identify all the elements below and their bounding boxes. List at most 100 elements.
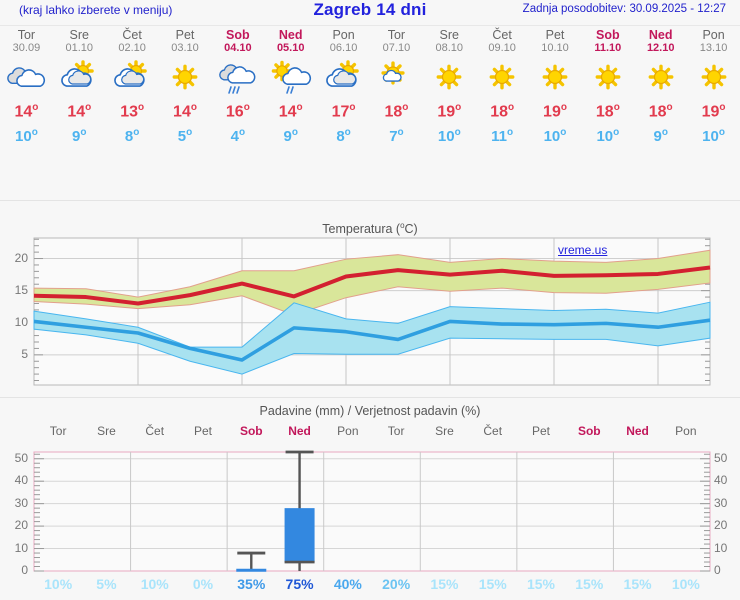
day-name: Pet	[545, 28, 565, 42]
precip-day-label: Pet	[531, 424, 550, 438]
watermark: vreme.us	[558, 243, 608, 257]
day-date: 02.10	[118, 42, 146, 54]
precip-probability: 15%	[430, 576, 459, 592]
sunny-icon	[423, 57, 475, 97]
forecast-day-column[interactable]: Pon 13.10 19o 10o	[688, 28, 740, 147]
forecast-day-column[interactable]: Pet 03.10 14o 5o	[159, 28, 211, 147]
temperature-chart-title: Temperatura (oC)	[0, 221, 740, 236]
precip-axis-tick-right: 0	[714, 563, 721, 577]
forecast-day-column[interactable]: Pet 10.10 19o 10o	[529, 28, 581, 147]
precip-probability: 10%	[671, 576, 700, 592]
temp-min: 10o	[702, 127, 725, 146]
sunny-icon	[688, 57, 740, 97]
day-name: Sre	[69, 28, 89, 42]
day-date: 30.09	[12, 42, 41, 54]
forecast-day-column[interactable]: Čet 09.10 18o 11o	[476, 28, 528, 147]
temp-max: 19o	[543, 102, 567, 121]
temp-min: 11o	[491, 127, 514, 146]
temp-max: 14o	[14, 102, 39, 121]
forecast-day-column[interactable]: Sre 08.10 19o 10o	[423, 28, 475, 147]
precip-probability: 75%	[285, 576, 314, 592]
forecast-day-column[interactable]: Sre 01.10 14o 9o	[53, 28, 105, 147]
temp-max: 18o	[490, 102, 515, 121]
precip-axis-tick-right: 50	[714, 450, 728, 465]
precip-probability: 20%	[382, 576, 411, 592]
temp-min: 7o	[389, 127, 404, 146]
section-divider-1	[0, 200, 740, 201]
forecast-day-column[interactable]: Sob 11.10 18o 10o	[582, 28, 634, 147]
precipitation-chart-title: Padavine (mm) / Verjetnost padavin (%)	[259, 404, 481, 418]
day-date: 12.10	[646, 42, 675, 54]
temp-max: 17o	[331, 102, 356, 121]
temp-min: 8o	[336, 127, 351, 146]
temp-max: 18o	[648, 102, 673, 121]
day-name: Sre	[439, 28, 459, 42]
precip-day-label: Ned	[288, 424, 311, 438]
day-date: 08.10	[435, 42, 464, 54]
temperature-chart-title-text: Temperatura (oC)	[322, 221, 418, 237]
temp-axis-tick: 5	[21, 346, 28, 361]
forecast-day-column[interactable]: Tor 30.09 14o 10o	[0, 28, 52, 147]
sunny-icon	[529, 57, 581, 97]
forecast-day-column[interactable]: Sob 04.10 16o 4o	[212, 28, 264, 147]
precip-day-label: Sre	[97, 424, 116, 438]
precipitation-chart: Padavine (mm) / Verjetnost padavin (%) T…	[0, 400, 740, 600]
precip-axis-tick-left: 20	[14, 518, 28, 533]
precip-axis-tick-left: 0	[21, 563, 28, 577]
section-divider-2	[0, 397, 740, 398]
precip-day-label: Tor	[387, 424, 405, 438]
precip-axis-tick-right: 40	[714, 473, 728, 488]
precip-probability: 0%	[192, 576, 214, 592]
day-date: 03.10	[171, 42, 199, 54]
day-date: 13.10	[699, 42, 728, 54]
forecast-day-column[interactable]: Pon 06.10 17o 8o	[318, 28, 370, 147]
partly-sunny-icon	[106, 57, 158, 97]
cloudy-icon	[0, 57, 52, 97]
header-divider	[0, 25, 740, 26]
temp-max: 13o	[120, 102, 145, 121]
sunny-icon	[582, 57, 634, 97]
precip-axis-tick-left: 50	[14, 450, 28, 465]
day-name: Tor	[387, 28, 406, 42]
temp-min: 5o	[177, 127, 193, 146]
day-name: Sob	[226, 28, 250, 42]
sun-small-cloud-icon	[370, 57, 422, 97]
temp-min: 10o	[596, 127, 620, 146]
precip-probability: 5%	[96, 576, 117, 592]
precip-axis-tick-left: 10	[14, 540, 28, 555]
day-date: 06.10	[329, 42, 358, 54]
day-name: Tor	[17, 28, 36, 42]
temp-min: 8o	[124, 127, 140, 146]
day-date: 11.10	[594, 42, 622, 54]
precip-day-label: Sob	[577, 424, 601, 438]
precip-probability: 40%	[333, 576, 362, 592]
day-date: 05.10	[276, 42, 305, 54]
temperature-plot	[33, 237, 711, 386]
precip-axis-tick-left: 40	[14, 473, 28, 488]
forecast-day-column[interactable]: Ned 12.10 18o 9o	[635, 28, 687, 147]
day-name: Pon	[332, 28, 355, 42]
precip-day-label: Čet	[483, 424, 503, 438]
forecast-day-column[interactable]: Čet 02.10 13o 8o	[106, 28, 158, 147]
precip-probability: 15%	[478, 576, 507, 592]
menu-hint-text: (kraj lahko izberete v meniju)	[19, 3, 173, 17]
temp-axis-tick: 20	[14, 250, 28, 265]
temp-min: 10o	[543, 127, 567, 146]
precip-day-label: Sre	[435, 424, 454, 438]
forecast-day-column[interactable]: Tor 07.10 18o 7o	[370, 28, 422, 147]
temp-min: 9o	[72, 127, 87, 146]
precipitation-plot	[33, 450, 711, 572]
precip-probability: 15%	[575, 576, 604, 592]
temp-max: 16o	[225, 102, 250, 121]
temp-max: 14o	[67, 102, 92, 121]
sun-rain-icon	[265, 57, 317, 97]
partly-sunny-icon	[53, 57, 105, 97]
precip-day-label: Pet	[193, 424, 212, 438]
day-name: Sob	[596, 28, 620, 42]
temp-max: 19o	[437, 102, 462, 121]
last-update-text: Zadnja posodobitev: 30.09.2025 - 12:27	[522, 3, 726, 15]
temp-min: 4o	[230, 127, 246, 146]
precip-day-label: Ned	[626, 424, 649, 438]
precip-probability: 35%	[237, 576, 266, 592]
forecast-day-column[interactable]: Ned 05.10 14o 9o	[265, 28, 317, 147]
